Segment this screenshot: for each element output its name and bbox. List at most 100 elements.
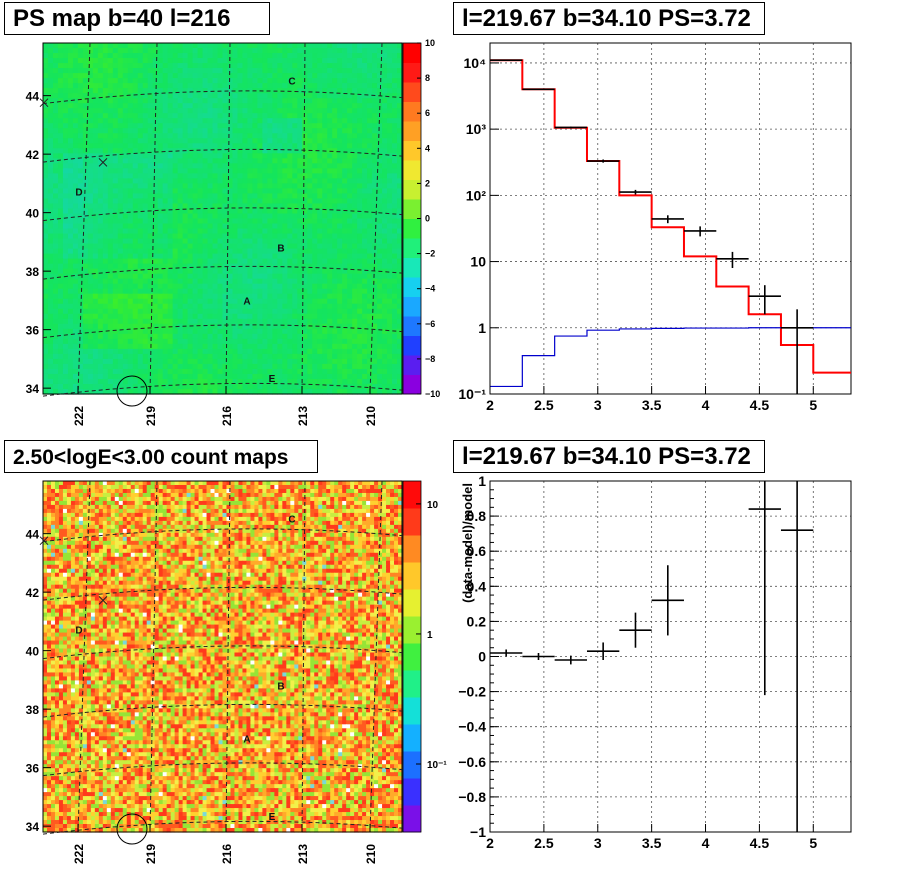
count-map-colorbar: 10 1 10⁻¹ [402, 480, 447, 833]
y-tick-label: 40 [26, 645, 40, 659]
count-map-panel: A B C D E 222 219 216 213 210 34 36 38 40 42 44 10 1 10⁻¹ [26, 480, 447, 864]
colorbar-tick-label: 10 [425, 38, 435, 48]
marker-a: A [243, 734, 250, 745]
marker-d: D [75, 188, 82, 199]
x-tick-label: 219 [144, 844, 158, 864]
data-point [554, 655, 587, 665]
data-point [554, 126, 587, 129]
x-tick-label: 222 [72, 406, 86, 426]
spectrum-title: l=219.67 b=34.10 PS=3.72 [453, 2, 765, 35]
ps-map-grid [42, 42, 403, 397]
x-tick-label: 3 [594, 835, 602, 851]
y-tick-label: 34 [26, 382, 40, 396]
data-point [522, 652, 555, 661]
marker-a: A [243, 296, 250, 307]
data-point [619, 189, 652, 195]
count-map-cells [43, 481, 403, 833]
spectrum-frame [489, 42, 852, 395]
cross-marker [98, 157, 108, 167]
y-tick-label: 40 [26, 207, 40, 221]
data-point [651, 215, 684, 224]
y-tick-label: 10⁻¹ [458, 386, 486, 402]
marker-e: E [269, 374, 276, 385]
count-map-frame [42, 480, 403, 833]
y-axis-label: (data-model)/model [460, 483, 475, 603]
colorbar-tick-label: 4 [425, 143, 430, 153]
baseline-step-line [490, 327, 851, 388]
model-step-line [490, 59, 851, 374]
data-point [522, 88, 555, 91]
ps-map-title: PS map b=40 l=216 [4, 2, 270, 35]
y-tick-label: −0.6 [458, 754, 486, 770]
y-tick-label: 42 [26, 586, 40, 600]
x-tick-label: 4 [702, 835, 710, 851]
count-map-title: 2.50<logE<3.00 count maps [4, 440, 318, 473]
x-tick-label: 3 [594, 397, 602, 413]
y-tick-label: 10⁴ [464, 55, 487, 71]
grid-meridian [149, 42, 158, 395]
colorbar-tick-label: 2 [425, 178, 430, 188]
colorbar-tick-label: −8 [425, 354, 435, 364]
grid-meridian [369, 480, 383, 833]
x-tick-label: 213 [296, 844, 310, 864]
y-tick-label: 34 [26, 820, 40, 834]
data-point [683, 226, 717, 237]
y-tick-label: 38 [26, 265, 40, 279]
x-tick-label: 2 [486, 835, 494, 851]
x-tick-label: 4.5 [750, 835, 770, 851]
y-tick-label: 10² [466, 187, 487, 203]
data-point [490, 649, 523, 657]
spectrum-panel: 2 2.5 3 3.5 4 4.5 5 10⁻¹ 1 10 10² 10³ 10⁴ [458, 42, 852, 413]
x-tick-label: 4.5 [750, 397, 770, 413]
x-tick-label: 210 [364, 406, 378, 426]
y-tick-label: 0.6 [467, 543, 487, 559]
y-tick-label: 36 [26, 324, 40, 338]
y-tick-label: −1 [470, 824, 486, 840]
marker-c: C [288, 515, 295, 526]
data-point [748, 285, 781, 315]
data-point [490, 59, 523, 61]
colorbar-tick-label: −6 [425, 319, 435, 329]
x-tick-label: 4 [702, 397, 710, 413]
cross-marker [39, 536, 49, 546]
residual-panel: 2 2.5 3 3.5 4 4.5 5 −1 −0.8 −0.6 −0.4 −0.2 0 0.2 0.4 0.… [458, 473, 852, 851]
x-tick-label: 2.5 [534, 835, 554, 851]
colorbar-tick-label: 10 [427, 500, 439, 511]
marker-c: C [288, 77, 295, 88]
x-tick-label: 5 [809, 835, 817, 851]
marker-b: B [277, 682, 284, 693]
x-tick-label: 219 [144, 406, 158, 426]
grid-meridian [369, 42, 383, 395]
y-tick-label: 10 [470, 254, 486, 270]
y-tick-label: 1 [478, 473, 486, 489]
data-point [780, 309, 814, 394]
cross-marker [39, 98, 49, 108]
colorbar-tick-label: −2 [425, 249, 435, 259]
ps-map-cells [43, 43, 403, 395]
grid-meridian [225, 42, 231, 395]
count-map-grid [42, 480, 403, 835]
y-tick-label: 10³ [466, 121, 487, 137]
y-tick-label: 38 [26, 703, 40, 717]
y-tick-label: 0.8 [467, 508, 487, 524]
y-tick-label: 0.4 [467, 578, 487, 594]
data-point [716, 251, 749, 268]
grid-meridian [225, 480, 231, 833]
colorbar-frame [402, 480, 422, 833]
data-point [748, 481, 781, 696]
cross-marker [98, 595, 108, 605]
x-tick-label: 216 [220, 406, 234, 426]
ps-map-frame [42, 42, 403, 395]
y-tick-label: −0.4 [458, 719, 486, 735]
source-circle [116, 375, 148, 407]
data-point [586, 642, 620, 661]
grid-meridian [149, 480, 158, 833]
grid-meridian [77, 42, 91, 395]
y-tick-label: −0.2 [458, 684, 486, 700]
data-point [586, 159, 620, 163]
data-point [780, 481, 814, 832]
marker-e: E [269, 812, 276, 823]
marker-d: D [75, 626, 82, 637]
